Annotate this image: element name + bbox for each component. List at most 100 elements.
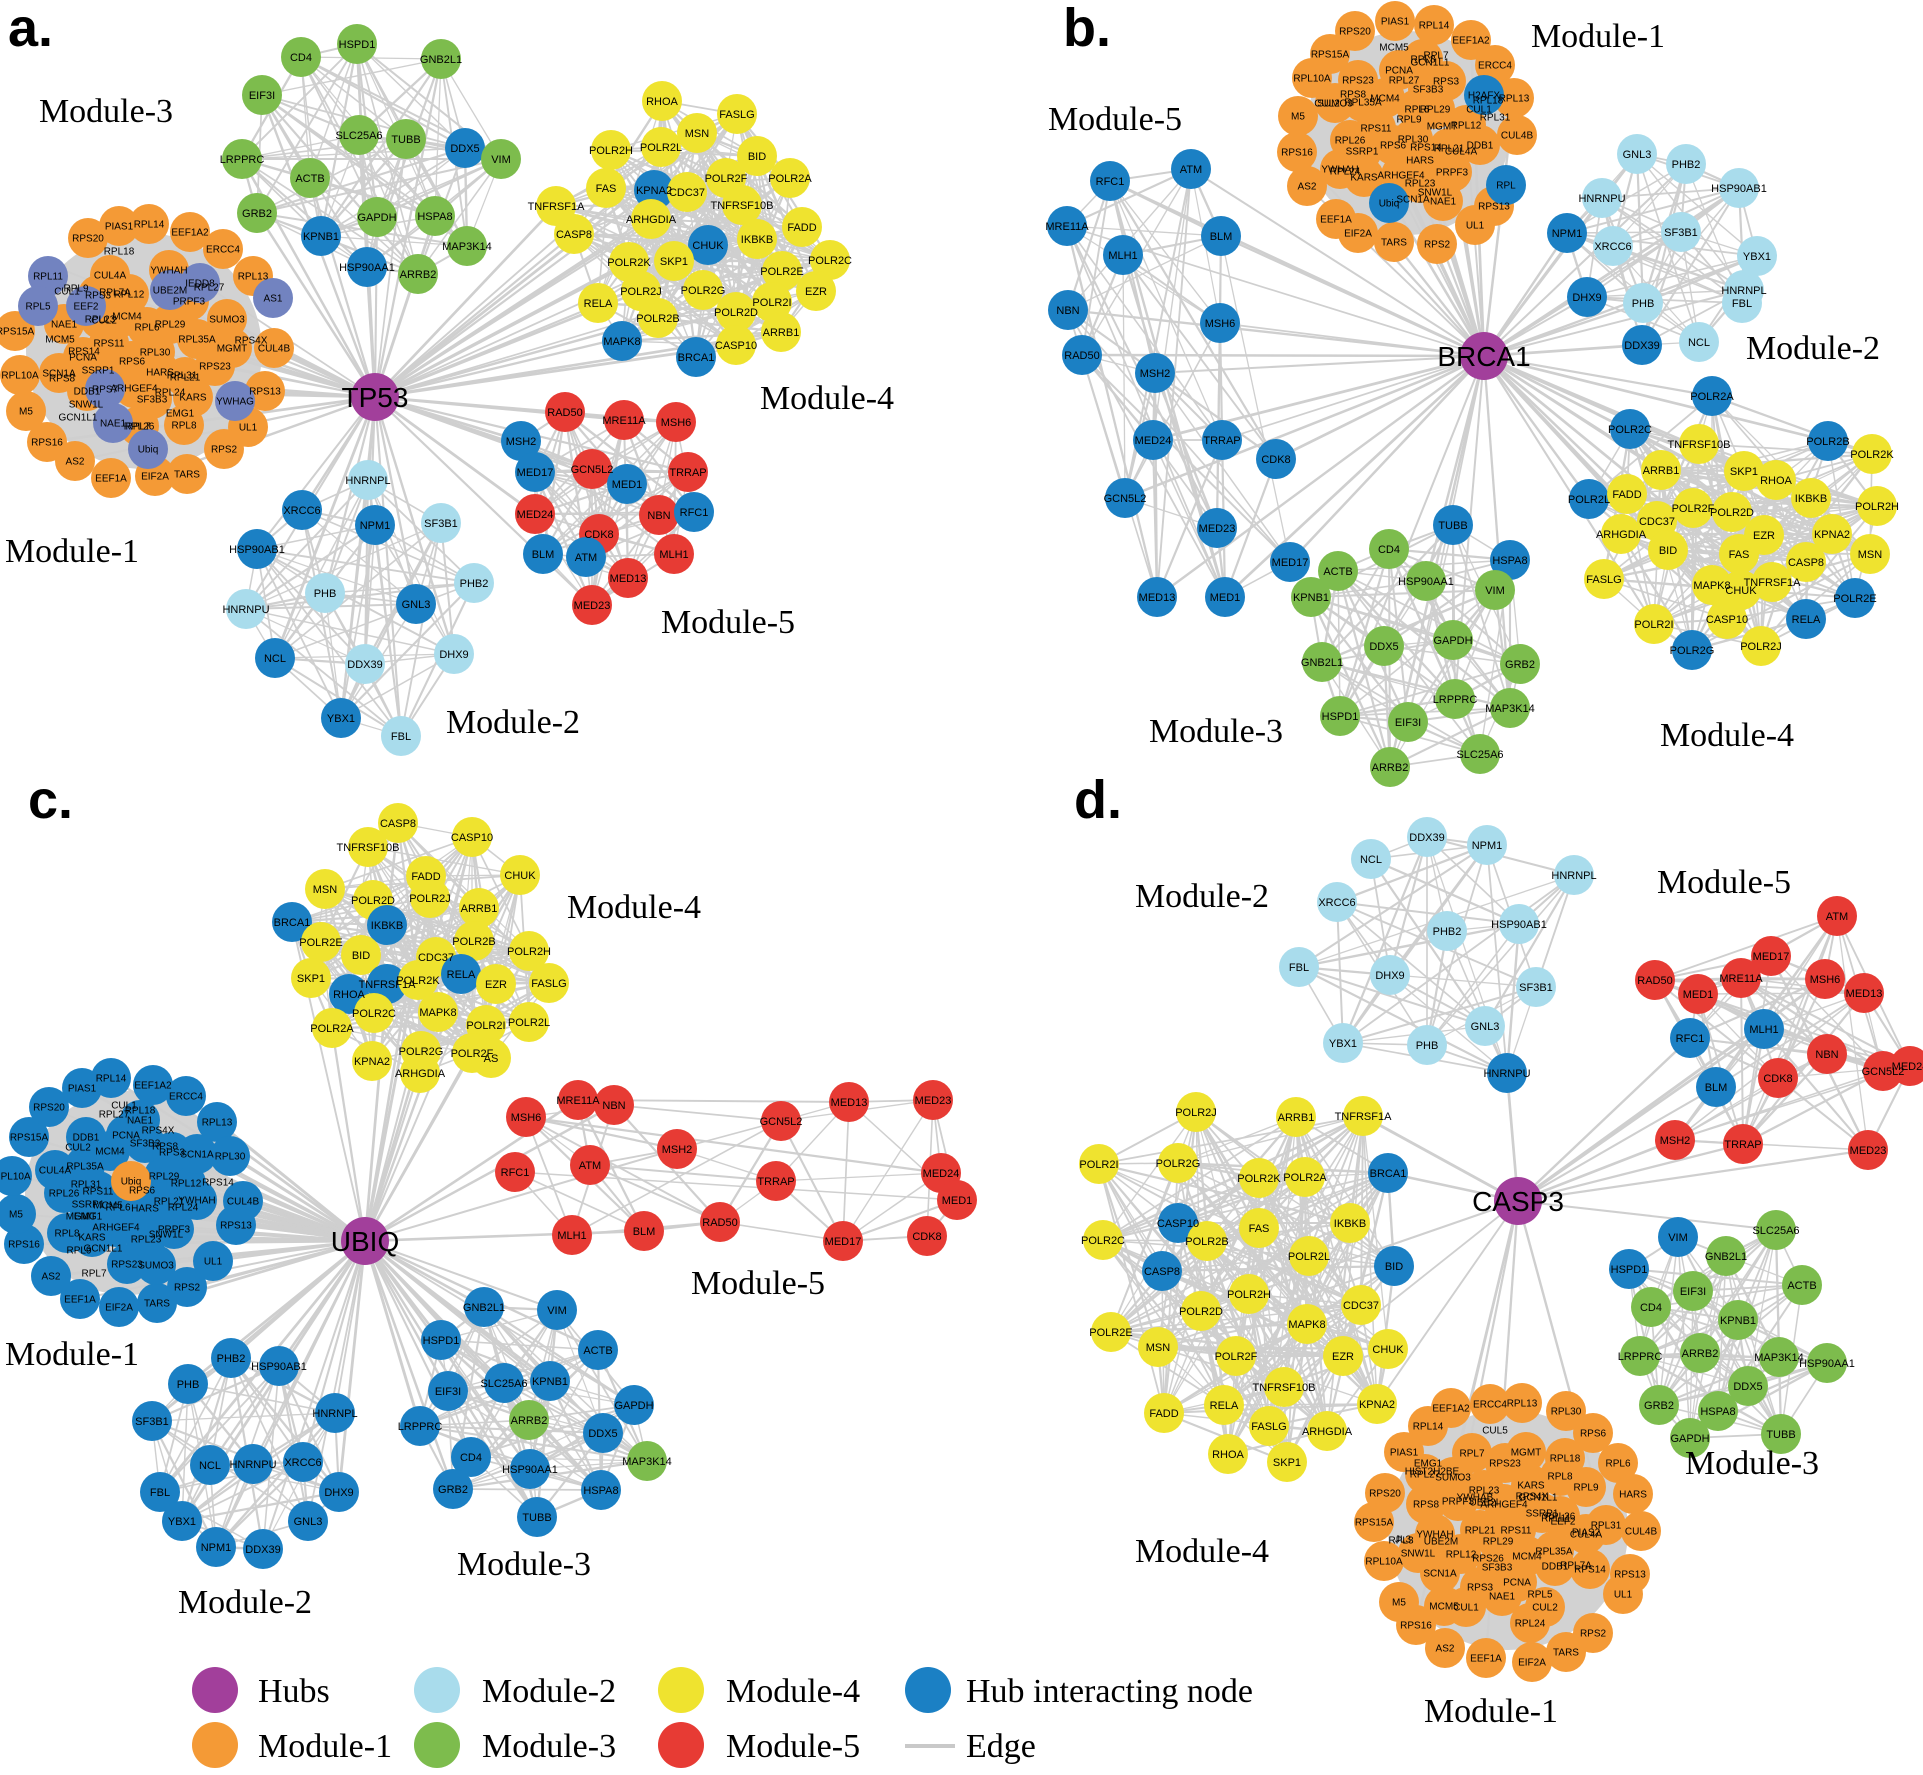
svg-text:RHOA: RHOA [333, 989, 365, 1001]
svg-text:Module-1: Module-1 [1424, 1693, 1558, 1730]
svg-text:GNL3: GNL3 [402, 599, 431, 611]
svg-text:MSN: MSN [313, 884, 338, 896]
svg-text:RPL12: RPL12 [1446, 1550, 1477, 1561]
svg-text:NPM1: NPM1 [201, 1542, 232, 1554]
svg-text:RPL30: RPL30 [215, 1152, 246, 1163]
svg-text:RPS4X: RPS4X [1516, 1492, 1549, 1503]
svg-text:NAE1: NAE1 [51, 320, 78, 331]
svg-text:RPL35A: RPL35A [1344, 98, 1382, 109]
svg-text:GAPDH: GAPDH [357, 212, 396, 224]
svg-text:SCN1A: SCN1A [42, 369, 76, 380]
svg-text:ACTB: ACTB [295, 173, 324, 185]
svg-text:TNFRSF10B: TNFRSF10B [1253, 1382, 1316, 1394]
svg-text:CASP3: CASP3 [1472, 1186, 1564, 1217]
svg-text:POLR2L: POLR2L [1568, 494, 1610, 506]
svg-text:KPNA2: KPNA2 [636, 185, 672, 197]
svg-text:Module-5: Module-5 [726, 1728, 860, 1765]
svg-text:EEF1A2: EEF1A2 [1432, 1404, 1470, 1415]
svg-text:CASP10: CASP10 [451, 832, 493, 844]
svg-text:KPNB1: KPNB1 [1293, 592, 1329, 604]
svg-text:BLM: BLM [633, 1226, 656, 1238]
svg-text:TNFRSF1A: TNFRSF1A [528, 201, 586, 213]
svg-text:Module-2: Module-2 [178, 1584, 312, 1621]
svg-text:RPL: RPL [1496, 181, 1516, 192]
svg-text:RPL30: RPL30 [1551, 1407, 1582, 1418]
svg-text:IKBKB: IKBKB [1795, 493, 1827, 505]
svg-text:RPL8: RPL8 [1410, 55, 1435, 66]
svg-text:SKP1: SKP1 [1730, 466, 1758, 478]
svg-text:RPL12: RPL12 [1451, 121, 1482, 132]
svg-text:NAE1: NAE1 [127, 1116, 154, 1127]
svg-text:POLR2B: POLR2B [1185, 1236, 1228, 1248]
svg-text:RPL24: RPL24 [1515, 1619, 1546, 1630]
svg-text:MED23: MED23 [1850, 1145, 1887, 1157]
svg-text:SLC25A6: SLC25A6 [1456, 749, 1503, 761]
svg-text:RPL10A: RPL10A [1365, 1557, 1403, 1568]
svg-text:CD4: CD4 [460, 1452, 482, 1464]
svg-text:MED24: MED24 [517, 509, 554, 521]
svg-text:MED23: MED23 [915, 1095, 952, 1107]
svg-text:RFC1: RFC1 [1096, 176, 1125, 188]
svg-text:CUL4B: CUL4B [1625, 1527, 1658, 1538]
svg-text:CUL2: CUL2 [1314, 99, 1340, 110]
svg-text:RPS16: RPS16 [1281, 148, 1313, 159]
svg-text:MCM5: MCM5 [45, 335, 75, 346]
svg-text:SF3B1: SF3B1 [424, 518, 458, 530]
svg-text:MCM4: MCM4 [1370, 94, 1400, 105]
svg-text:SNW1L: SNW1L [149, 1230, 184, 1241]
svg-text:GNB2L1: GNB2L1 [1301, 657, 1343, 669]
svg-text:RPL11: RPL11 [1541, 1514, 1571, 1525]
svg-text:Ubiq: Ubiq [121, 1177, 142, 1188]
svg-text:RPL24: RPL24 [1330, 167, 1361, 178]
svg-text:CUL1: CUL1 [111, 1101, 137, 1112]
svg-text:Module-2: Module-2 [1135, 878, 1269, 915]
svg-text:CHUK: CHUK [504, 870, 536, 882]
svg-text:Module-5: Module-5 [691, 1265, 825, 1302]
svg-text:Module-3: Module-3 [39, 93, 173, 130]
svg-text:RPS11: RPS11 [83, 1187, 114, 1198]
svg-text:CASP10: CASP10 [1157, 1218, 1199, 1230]
svg-text:YWHAH: YWHAH [1416, 1530, 1453, 1541]
svg-text:RPL13: RPL13 [1499, 94, 1530, 105]
svg-text:EEF1A: EEF1A [1470, 1654, 1502, 1665]
svg-text:CD4: CD4 [1640, 1302, 1662, 1314]
svg-text:DHX9: DHX9 [439, 649, 468, 661]
svg-text:RELA: RELA [1792, 614, 1821, 626]
svg-text:VIM: VIM [1668, 1232, 1688, 1244]
svg-text:HSP90AB1: HSP90AB1 [251, 1361, 307, 1373]
svg-text:SCN1A: SCN1A [1423, 1569, 1457, 1580]
svg-text:RPL12: RPL12 [114, 290, 145, 301]
svg-text:HSP90AA1: HSP90AA1 [1799, 1358, 1855, 1370]
svg-text:M5: M5 [1291, 112, 1305, 123]
svg-text:RPL26: RPL26 [124, 422, 155, 433]
svg-text:PHB2: PHB2 [460, 578, 489, 590]
svg-text:POLR2F: POLR2F [705, 173, 748, 185]
svg-text:LRPPRC: LRPPRC [1433, 694, 1478, 706]
svg-text:YWHAG: YWHAG [216, 397, 254, 408]
svg-text:RPS2: RPS2 [1424, 240, 1451, 251]
svg-text:UBE2M: UBE2M [153, 286, 187, 297]
svg-text:Module-4: Module-4 [726, 1673, 860, 1710]
svg-text:GCN5L2: GCN5L2 [571, 464, 614, 476]
svg-text:POLR2B: POLR2B [452, 936, 495, 948]
svg-text:PHB2: PHB2 [1433, 926, 1462, 938]
svg-text:MSH6: MSH6 [511, 1112, 542, 1124]
svg-text:RPL30: RPL30 [1398, 135, 1429, 146]
svg-text:RPL27: RPL27 [1389, 76, 1420, 87]
svg-text:POLR2G: POLR2G [1156, 1158, 1201, 1170]
svg-text:RPL13: RPL13 [1507, 1399, 1538, 1410]
svg-text:POLR2J: POLR2J [1740, 641, 1782, 653]
svg-text:RPL7A: RPL7A [99, 288, 131, 299]
svg-text:GCN1L1: GCN1L1 [84, 1244, 123, 1255]
svg-text:RPS15A: RPS15A [1355, 1518, 1394, 1529]
svg-text:KARS: KARS [179, 393, 207, 404]
svg-text:FADD: FADD [1149, 1408, 1178, 1420]
svg-text:IEDD8: IEDD8 [185, 279, 215, 290]
svg-text:MSH2: MSH2 [1660, 1135, 1691, 1147]
svg-text:H2AFX: H2AFX [1468, 91, 1501, 102]
svg-text:HSPA8: HSPA8 [583, 1485, 618, 1497]
svg-text:RPS4X: RPS4X [235, 336, 268, 347]
svg-text:PRPF3: PRPF3 [1436, 168, 1469, 179]
svg-text:FADD: FADD [1612, 489, 1641, 501]
svg-text:HARS: HARS [1406, 156, 1434, 167]
